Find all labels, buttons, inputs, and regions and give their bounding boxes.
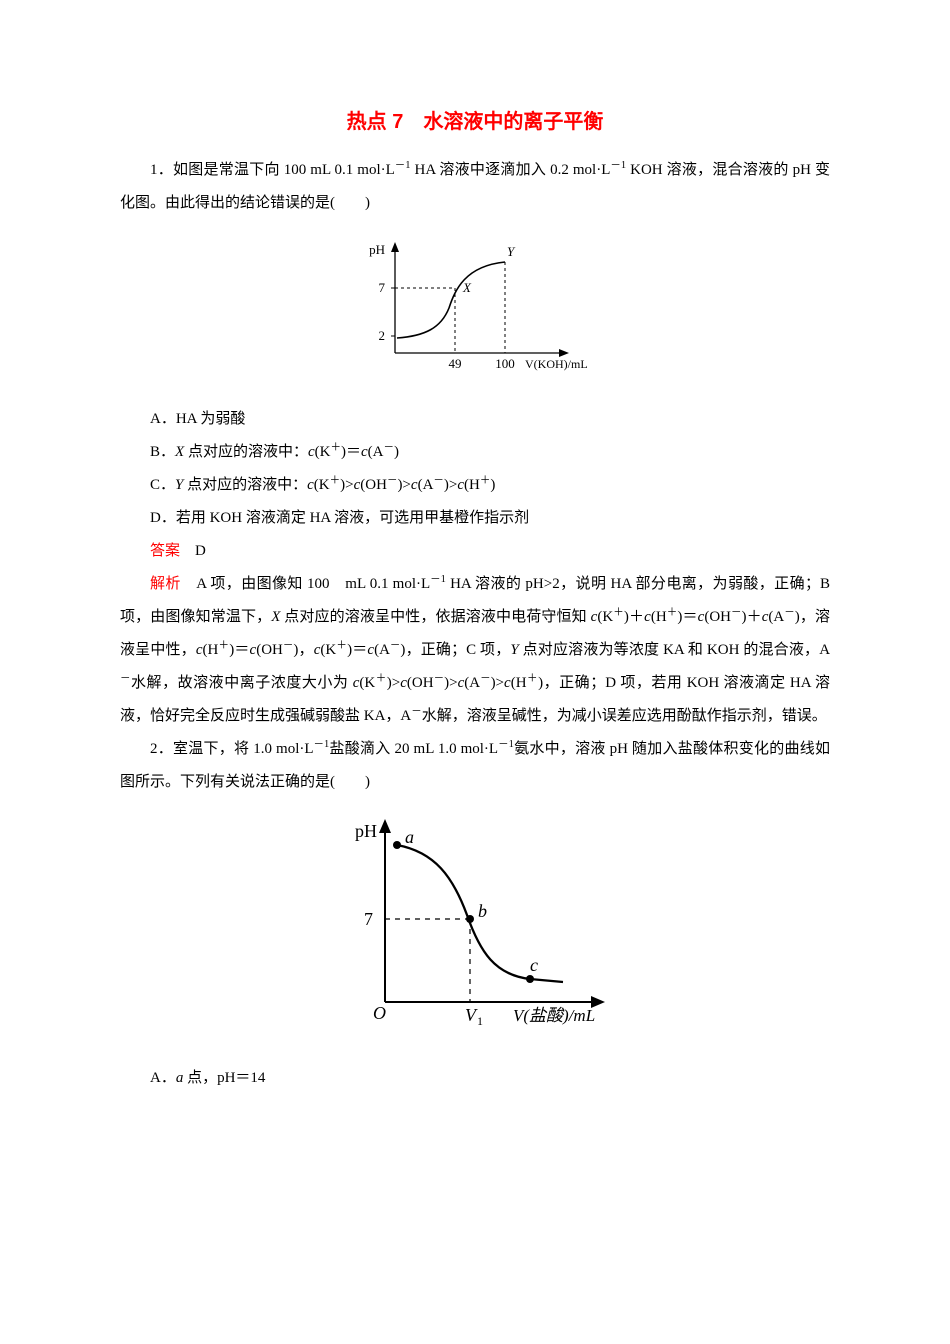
xlabel: V(KOH)/mL [525, 357, 588, 371]
optC-mid: 点对应的溶液中： [183, 477, 307, 493]
optC-pre: C． [150, 477, 175, 493]
ylabel2: pH [355, 821, 377, 841]
exp-e: ，正确；C 项， [405, 642, 510, 658]
ylabel: pH [369, 242, 385, 257]
pt-a: a [405, 827, 414, 847]
q1-opt-b: B．X 点对应的溶液中：c(K＋)＝c(A－) [120, 436, 830, 469]
exp-f: 点对应溶液为等浓度 KA 和 KOH 的混合液，A [519, 642, 830, 658]
q1-opt-a: A．HA 为弱酸 [120, 403, 830, 436]
ytick-7: 7 [379, 280, 386, 295]
exp-g: 水解，故溶液中离子浓度大小为 [131, 675, 353, 691]
sup-minus1: －1 [395, 160, 411, 171]
origin-label: O [373, 1003, 386, 1023]
optB-pre: B． [150, 444, 175, 460]
q1-opt-c: C．Y 点对应的溶液中：c(K＋)>c(OH－)>c(A－)>c(H＋) [120, 469, 830, 502]
q1-opt-d: D．若用 KOH 溶液滴定 HA 溶液，可选用甲基橙作指示剂 [120, 502, 830, 535]
optB-mid: 点对应的溶液中： [184, 444, 308, 460]
xtick-100: 100 [495, 356, 515, 371]
q2-stem-b: 盐酸滴入 20 mL 1.0 mol·L [329, 741, 498, 757]
sup-minus1: －1 [610, 160, 626, 171]
pt-c: c [530, 955, 538, 975]
answer-label: 答案 [150, 543, 180, 559]
q2-num: 2． [150, 741, 173, 757]
xlabel2: V(盐酸)/mL [513, 1006, 595, 1025]
xtick-49: 49 [449, 356, 462, 371]
ytick-2: 2 [379, 328, 386, 343]
exp-c: 点对应的溶液呈中性，依据溶液中电荷守恒知 [280, 609, 590, 625]
ytick7-2: 7 [364, 909, 373, 929]
q2-figure: O pH 7 a b c V 1 V(盐酸)/mL [120, 807, 830, 1050]
explanation-label: 解析 [150, 576, 181, 592]
q2-optA-pre: A． [150, 1070, 176, 1086]
q1-stem-a: 如图是常温下向 100 mL 0.1 mol·L [173, 162, 395, 178]
exp-i: 水解，溶液呈碱性，为减小误差应选用酚酞作指示剂，错误。 [422, 708, 827, 724]
q2-optA-post: 点，pH＝14 [183, 1070, 265, 1086]
pt-x: X [462, 280, 472, 295]
exp-a: A 项，由图像知 100 mL 0.1 mol·L [181, 576, 430, 592]
answer-value: D [180, 543, 206, 559]
q2-opt-a: A．a 点，pH＝14 [120, 1062, 830, 1095]
page-title: 热点 7 水溶液中的离子平衡 [120, 100, 830, 144]
q1-num: 1． [150, 162, 173, 178]
q1-stem: 1．如图是常温下向 100 mL 0.1 mol·L－1 HA 溶液中逐滴加入 … [120, 154, 830, 220]
q2-stem-a: 室温下，将 1.0 mol·L [173, 741, 314, 757]
q1-stem-b: HA 溶液中逐滴加入 0.2 mol·L [411, 162, 611, 178]
pt-y: Y [507, 244, 516, 259]
q1-answer: 答案 D [120, 535, 830, 568]
q1-explanation: 解析 A 项，由图像知 100 mL 0.1 mol·L－1 HA 溶液的 pH… [120, 568, 830, 733]
xtick-v1-sub: 1 [477, 1014, 483, 1028]
q1-figure: 7 2 pH X Y 49 100 V(KOH)/mL [120, 228, 830, 391]
q2-stem: 2．室温下，将 1.0 mol·L－1盐酸滴入 20 mL 1.0 mol·L－… [120, 733, 830, 799]
pt-b: b [478, 901, 487, 921]
